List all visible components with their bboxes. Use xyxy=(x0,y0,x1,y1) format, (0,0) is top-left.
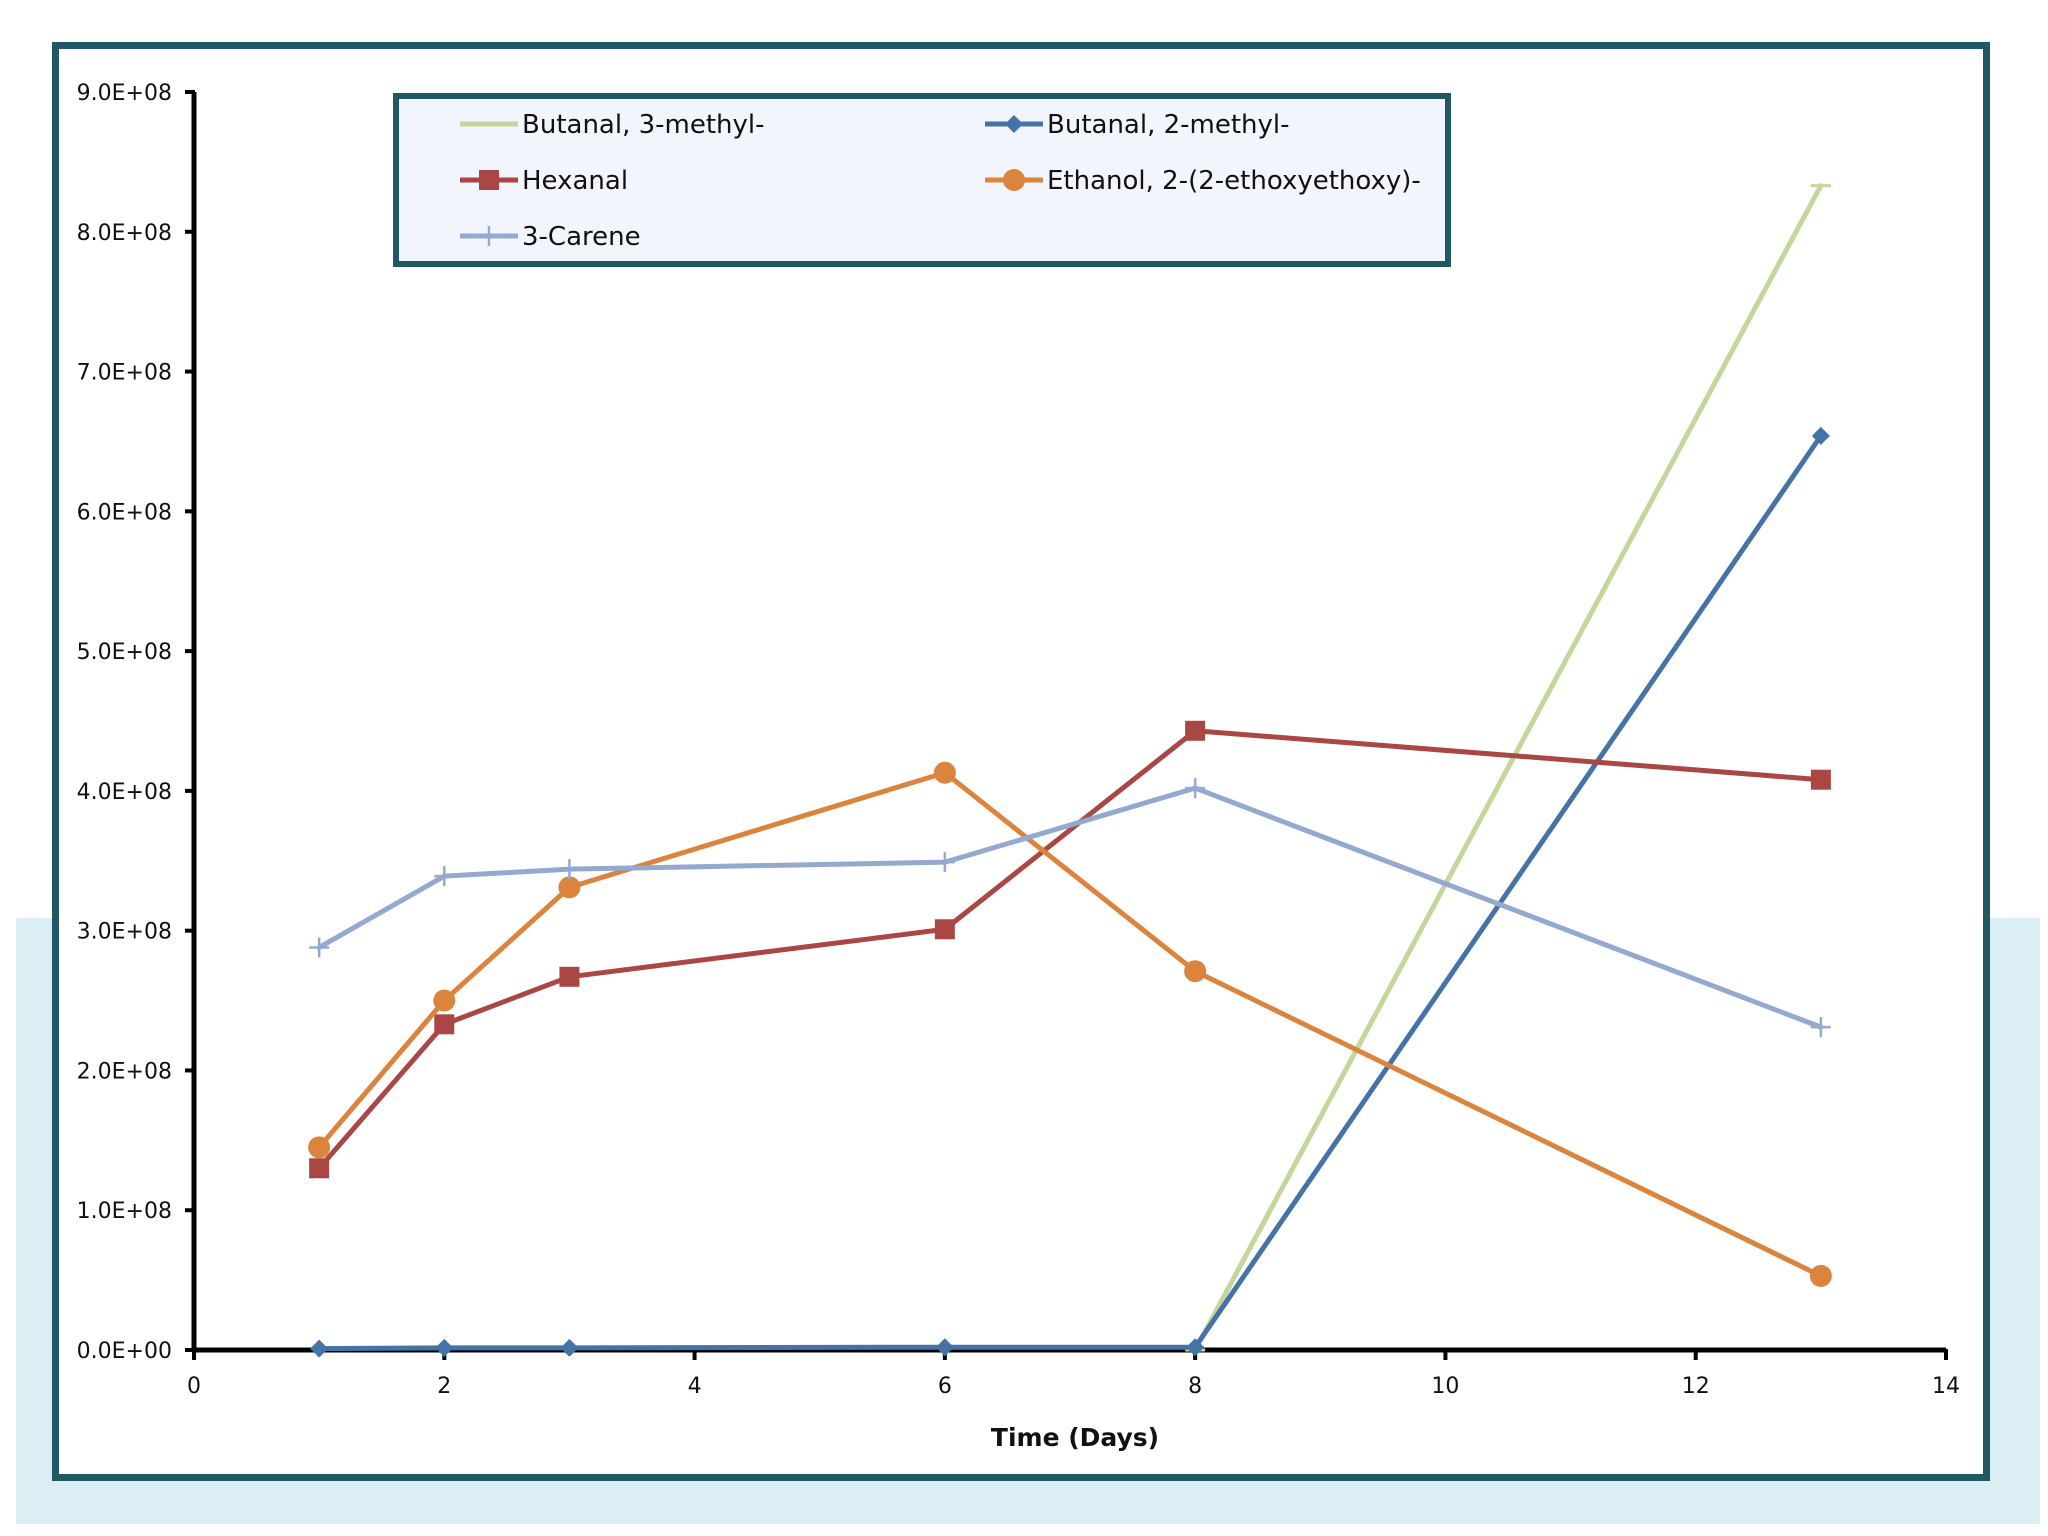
square-marker xyxy=(434,1014,455,1035)
plus-marker xyxy=(479,226,499,246)
legend-entry: Butanal, 2-methyl- xyxy=(985,110,1290,140)
series-line xyxy=(316,770,1824,1279)
square-marker xyxy=(934,919,955,940)
x-tick-label: 10 xyxy=(1431,1374,1459,1399)
series-butanal-2-methyl xyxy=(310,426,1830,1358)
square-marker xyxy=(1185,720,1206,741)
diamond-marker xyxy=(935,1338,954,1357)
circle-marker xyxy=(433,989,456,1012)
legend: Butanal, 3-methyl- Butanal, 2-methyl- Hexa… xyxy=(393,93,1451,267)
series-hexanal xyxy=(309,720,1831,1179)
circle-marker xyxy=(1003,169,1025,191)
diamond-marker xyxy=(1005,115,1023,133)
y-tick-label: 6.0E+08 xyxy=(77,500,172,525)
plus-marker xyxy=(559,859,580,880)
y-tick-label: 1.0E+08 xyxy=(77,1199,172,1224)
series-line xyxy=(316,785,1824,1030)
x-axis-title: Time (Days) xyxy=(991,1423,1159,1452)
legend-box xyxy=(393,93,1451,267)
x-tick-label: 4 xyxy=(688,1374,702,1399)
legend-label: Butanal, 2-methyl- xyxy=(1047,110,1290,140)
plus-marker xyxy=(934,852,955,873)
series-ethanol-2-2-ethoxyethoxy xyxy=(308,761,1832,1287)
y-tick-label: 9.0E+08 xyxy=(77,81,172,106)
x-tick-label: 6 xyxy=(938,1374,952,1399)
square-marker xyxy=(309,1158,330,1179)
plus-marker xyxy=(1185,778,1206,799)
square-marker xyxy=(559,966,580,987)
series-butanal-3-methyl xyxy=(1185,183,1831,1353)
axes-layer: 0.0E+00 1.0E+08 2.0E+08 3.0E+08 4.0E+08 5.0E+… xyxy=(77,81,1960,1399)
square-marker xyxy=(1810,769,1831,790)
diamond-marker xyxy=(1811,426,1830,445)
x-tick-label: 14 xyxy=(1932,1374,1960,1399)
legend-label: 3-Carene xyxy=(522,222,641,252)
circle-marker xyxy=(933,761,956,784)
y-tick-label: 0.0E+00 xyxy=(77,1339,172,1364)
legend-entry: 3-Carene xyxy=(460,222,641,252)
x-tick-label: 8 xyxy=(1188,1374,1202,1399)
legend-label: Hexanal xyxy=(522,166,628,196)
diamond-marker xyxy=(1186,1338,1205,1357)
series-line xyxy=(316,433,1824,1352)
legend-label: Ethanol, 2-(2-ethoxyethoxy)- xyxy=(1047,166,1421,196)
series-line xyxy=(316,728,1824,1171)
legend-entry: Hexanal xyxy=(460,166,628,196)
circle-marker xyxy=(308,1136,331,1159)
square-marker xyxy=(479,170,499,190)
plus-marker xyxy=(1810,1017,1831,1038)
chart-frame xyxy=(52,42,1990,1481)
circle-marker xyxy=(1809,1264,1832,1287)
x-tick-label: 12 xyxy=(1682,1374,1710,1399)
diamond-marker xyxy=(560,1338,579,1357)
circle-marker xyxy=(1184,960,1207,983)
y-tick-label: 8.0E+08 xyxy=(77,221,172,246)
plus-marker xyxy=(434,866,455,887)
series-line xyxy=(1192,183,1824,1353)
diamond-marker xyxy=(310,1339,329,1358)
series-layer xyxy=(308,183,1832,1358)
y-tick-label: 7.0E+08 xyxy=(77,361,172,386)
diamond-marker xyxy=(435,1338,454,1357)
y-tick-label: 5.0E+08 xyxy=(77,640,172,665)
circle-marker xyxy=(558,876,581,899)
y-tick-label: 4.0E+08 xyxy=(77,780,172,805)
y-tick-label: 3.0E+08 xyxy=(77,920,172,945)
x-tick-label: 2 xyxy=(437,1374,451,1399)
legend-label: Butanal, 3-methyl- xyxy=(522,110,765,140)
y-tick-label: 2.0E+08 xyxy=(77,1059,172,1084)
legend-entry: Butanal, 3-methyl- xyxy=(460,110,765,140)
x-tick-label: 0 xyxy=(187,1374,201,1399)
series-3-carene xyxy=(309,778,1831,1038)
legend-entry: Ethanol, 2-(2-ethoxyethoxy)- xyxy=(985,166,1421,196)
plus-marker xyxy=(309,937,330,958)
